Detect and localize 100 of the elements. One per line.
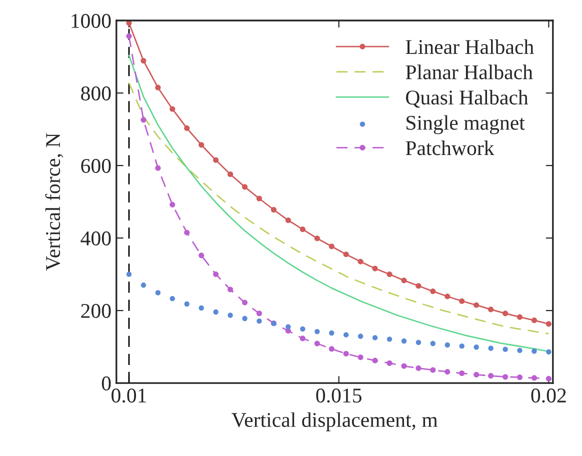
point bbox=[140, 117, 146, 123]
point bbox=[474, 302, 480, 308]
point bbox=[488, 373, 494, 379]
point bbox=[416, 283, 422, 289]
line-series bbox=[128, 82, 550, 334]
point bbox=[358, 334, 364, 339]
point bbox=[228, 171, 234, 178]
point bbox=[155, 84, 161, 90]
y-tick-label: 600 bbox=[81, 158, 111, 173]
point bbox=[502, 374, 508, 380]
point bbox=[170, 296, 175, 302]
point bbox=[546, 376, 552, 382]
point bbox=[430, 367, 436, 373]
point bbox=[401, 338, 407, 344]
point bbox=[546, 321, 552, 327]
point bbox=[126, 272, 132, 277]
y-axis-title: Vertical force, N bbox=[45, 133, 64, 271]
point bbox=[126, 33, 132, 39]
point bbox=[242, 316, 248, 322]
point bbox=[328, 346, 334, 352]
point bbox=[343, 350, 349, 356]
point bbox=[459, 298, 465, 304]
point bbox=[242, 184, 248, 190]
point bbox=[401, 363, 407, 369]
point bbox=[256, 310, 262, 316]
x-tick-label: 0.02 bbox=[531, 388, 566, 403]
y-tick-label: 400 bbox=[80, 231, 111, 246]
y-tick-label: 800 bbox=[81, 86, 111, 100]
point bbox=[502, 310, 508, 316]
point bbox=[140, 58, 146, 64]
point bbox=[184, 301, 190, 307]
point bbox=[314, 340, 320, 346]
point bbox=[416, 365, 422, 371]
point bbox=[228, 312, 233, 318]
legend-label: Linear Halbach bbox=[406, 39, 534, 54]
point bbox=[444, 369, 450, 375]
point bbox=[459, 343, 464, 349]
point bbox=[532, 348, 537, 354]
point bbox=[213, 272, 219, 278]
point bbox=[328, 244, 334, 250]
point bbox=[401, 278, 407, 284]
point bbox=[285, 217, 291, 224]
point bbox=[184, 125, 190, 131]
point bbox=[502, 346, 508, 352]
point bbox=[213, 309, 218, 315]
point bbox=[314, 236, 320, 242]
point bbox=[358, 258, 364, 264]
point bbox=[531, 318, 537, 324]
point bbox=[329, 330, 334, 336]
point bbox=[155, 290, 161, 296]
point bbox=[270, 206, 276, 213]
point bbox=[372, 358, 378, 364]
point bbox=[140, 282, 146, 288]
point bbox=[170, 202, 176, 208]
point bbox=[343, 332, 349, 338]
point bbox=[170, 106, 176, 112]
point bbox=[198, 305, 204, 311]
point bbox=[474, 344, 479, 350]
y-tick-label: 1000 bbox=[72, 14, 111, 28]
point bbox=[314, 328, 320, 334]
point bbox=[531, 375, 537, 381]
x-tick-label: 0.01 bbox=[112, 388, 146, 403]
point bbox=[386, 360, 392, 366]
point bbox=[444, 342, 450, 348]
x-tick-label: 0.015 bbox=[316, 388, 362, 403]
point bbox=[358, 354, 364, 360]
point bbox=[198, 142, 204, 148]
point bbox=[516, 314, 523, 320]
y-tick-label: 200 bbox=[81, 304, 111, 318]
point bbox=[372, 266, 378, 272]
point bbox=[198, 252, 204, 258]
point bbox=[416, 340, 422, 346]
point bbox=[300, 226, 306, 232]
point bbox=[228, 286, 234, 292]
legend-label: Quasi Halbach bbox=[406, 90, 528, 108]
point bbox=[386, 336, 392, 342]
point bbox=[517, 348, 522, 354]
point bbox=[184, 230, 190, 236]
point bbox=[444, 294, 450, 300]
point bbox=[286, 324, 291, 330]
point bbox=[256, 318, 262, 324]
point bbox=[242, 300, 248, 306]
point bbox=[430, 340, 436, 346]
point bbox=[300, 336, 306, 342]
point bbox=[213, 157, 219, 163]
legend-label: Patchwork bbox=[406, 140, 494, 156]
point bbox=[372, 335, 378, 340]
point bbox=[256, 196, 262, 202]
point bbox=[386, 272, 392, 278]
point bbox=[488, 306, 494, 312]
point bbox=[300, 326, 306, 332]
y-tick-label: 0 bbox=[102, 376, 111, 390]
x-axis-title: Vertical displacement, m bbox=[232, 412, 438, 432]
point bbox=[474, 372, 480, 378]
point bbox=[488, 346, 494, 351]
legend-label: Planar Halbach bbox=[406, 64, 533, 80]
point bbox=[155, 165, 161, 171]
point bbox=[546, 349, 552, 354]
point bbox=[430, 288, 436, 294]
point bbox=[459, 370, 465, 376]
